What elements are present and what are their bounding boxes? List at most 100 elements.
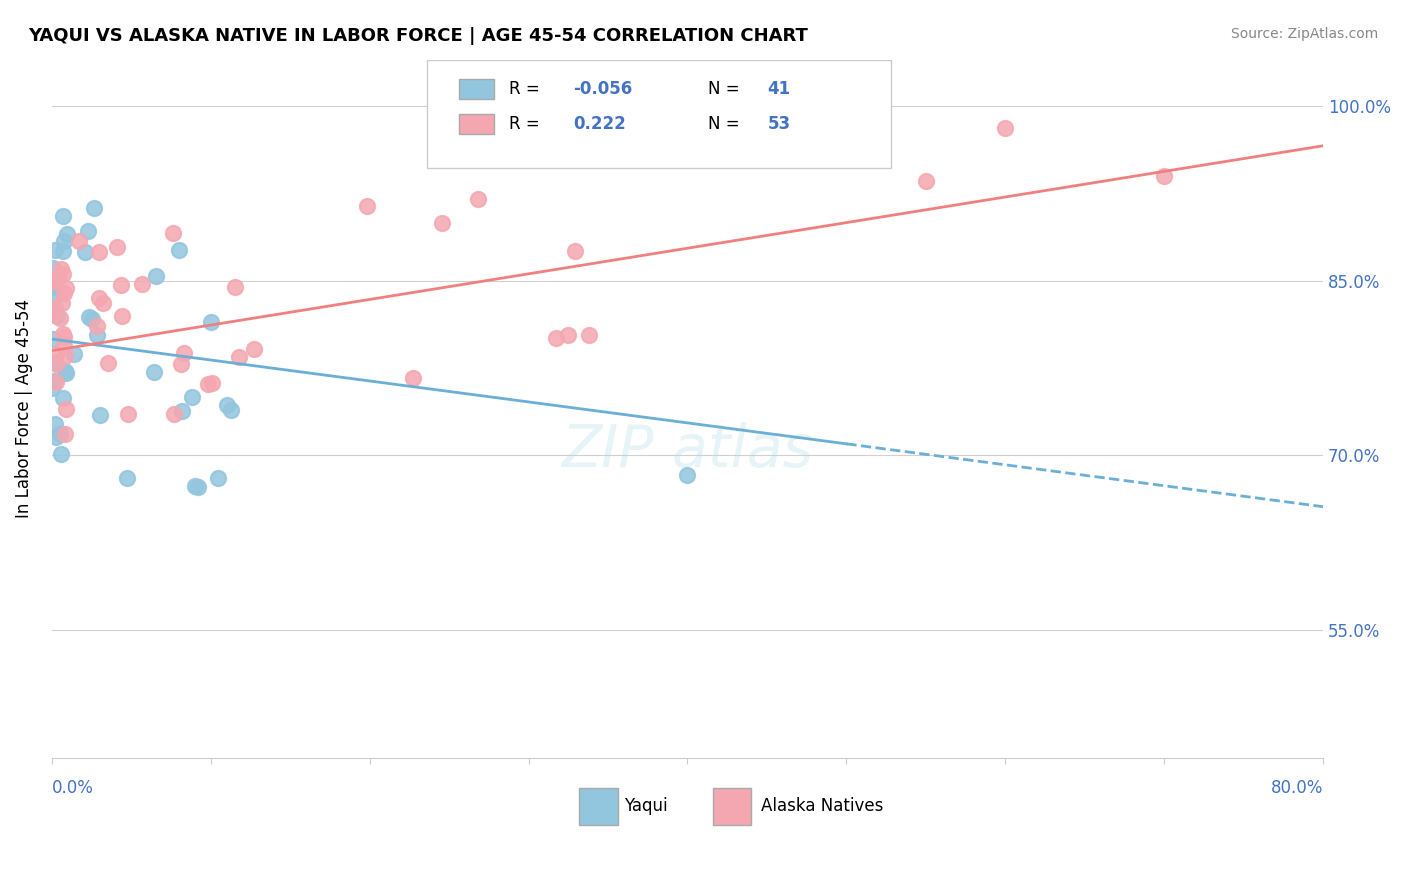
Text: -0.056: -0.056	[574, 80, 633, 98]
Point	[63, 347, 86, 361]
Point	[197, 376, 219, 391]
Point	[55, 280, 77, 294]
Point	[51, 296, 73, 310]
Point	[53, 349, 76, 363]
Point	[55, 367, 77, 381]
Point	[44, 417, 66, 431]
Text: 41: 41	[768, 80, 790, 98]
Point	[169, 357, 191, 371]
Point	[430, 216, 453, 230]
Point	[41, 381, 63, 395]
Point	[52, 234, 75, 248]
Point	[86, 319, 108, 334]
Point	[51, 447, 73, 461]
Point	[75, 245, 97, 260]
Point	[52, 267, 75, 281]
Point	[163, 407, 186, 421]
Text: Source: ZipAtlas.com: Source: ZipAtlas.com	[1230, 27, 1378, 41]
Point	[167, 243, 190, 257]
Point	[53, 330, 76, 344]
Point	[142, 365, 165, 379]
Text: 53: 53	[768, 115, 790, 133]
Point	[111, 309, 134, 323]
Point	[1153, 169, 1175, 183]
Point	[45, 347, 67, 361]
Point	[676, 467, 699, 482]
Point	[44, 301, 66, 315]
Point	[145, 269, 167, 284]
Point	[173, 346, 195, 360]
Point	[131, 277, 153, 291]
Point	[77, 310, 100, 324]
Point	[49, 426, 72, 441]
Point	[44, 244, 66, 258]
Point	[42, 273, 65, 287]
Point	[46, 271, 69, 285]
Point	[544, 331, 567, 345]
Point	[184, 478, 207, 492]
Point	[162, 226, 184, 240]
Point	[243, 342, 266, 356]
Point	[52, 391, 75, 405]
Point	[207, 471, 229, 485]
Point	[89, 408, 111, 422]
Point	[41, 274, 63, 288]
Point	[187, 480, 209, 494]
FancyBboxPatch shape	[458, 79, 494, 99]
Point	[45, 375, 67, 389]
Point	[170, 403, 193, 417]
Point	[82, 312, 104, 326]
Point	[86, 328, 108, 343]
Point	[44, 279, 66, 293]
Point	[180, 391, 202, 405]
Point	[93, 296, 115, 310]
Point	[356, 199, 378, 213]
Point	[77, 224, 100, 238]
Point	[201, 376, 224, 391]
Point	[49, 311, 72, 326]
Point	[467, 192, 489, 206]
Text: Alaska Natives: Alaska Natives	[761, 797, 883, 814]
Point	[42, 261, 65, 276]
Point	[45, 430, 67, 444]
Point	[52, 338, 75, 352]
Point	[105, 239, 128, 253]
Point	[117, 407, 139, 421]
Point	[52, 244, 75, 258]
Point	[835, 136, 858, 150]
Text: ZIP atlas: ZIP atlas	[561, 422, 814, 479]
Point	[42, 291, 65, 305]
Text: Yaqui: Yaqui	[624, 797, 668, 814]
FancyBboxPatch shape	[427, 60, 891, 168]
Point	[914, 174, 936, 188]
Text: R =: R =	[509, 80, 546, 98]
Point	[644, 145, 666, 160]
Point	[83, 202, 105, 216]
Text: 80.0%: 80.0%	[1271, 780, 1323, 797]
Point	[53, 426, 76, 441]
Point	[215, 398, 238, 412]
Point	[56, 227, 79, 241]
Text: 0.222: 0.222	[574, 115, 626, 133]
Point	[224, 280, 246, 294]
Text: N =: N =	[707, 80, 745, 98]
Point	[49, 262, 72, 277]
Point	[67, 235, 90, 249]
FancyBboxPatch shape	[458, 114, 494, 134]
Point	[44, 355, 66, 369]
Point	[110, 278, 132, 293]
Point	[200, 315, 222, 329]
Point	[41, 307, 63, 321]
Point	[52, 327, 75, 342]
Point	[115, 470, 138, 484]
Text: YAQUI VS ALASKA NATIVE IN LABOR FORCE | AGE 45-54 CORRELATION CHART: YAQUI VS ALASKA NATIVE IN LABOR FORCE | …	[28, 27, 808, 45]
Point	[42, 332, 65, 346]
Point	[994, 121, 1017, 136]
Point	[53, 286, 76, 301]
Point	[97, 355, 120, 369]
Point	[52, 210, 75, 224]
Text: R =: R =	[509, 115, 546, 133]
Point	[45, 309, 67, 323]
Point	[55, 401, 77, 416]
Point	[564, 244, 586, 259]
